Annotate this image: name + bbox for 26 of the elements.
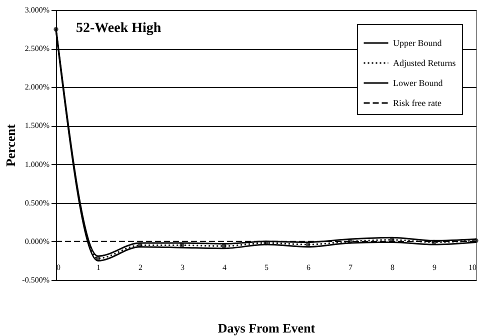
y-tick-label: 1.500% <box>24 121 50 130</box>
x-tick-label: 8 <box>390 262 394 272</box>
x-tick-label: 3 <box>180 262 184 272</box>
legend-label: Upper Bound <box>393 38 442 48</box>
x-tick-label: 9 <box>432 262 436 272</box>
y-tick-label: 2.000% <box>24 82 50 92</box>
legend-label: Adjusted Returns <box>393 58 456 68</box>
y-tick-label: 3.000% <box>24 6 50 14</box>
y-tick-label: 2.500% <box>24 44 50 54</box>
x-tick-label: 6 <box>306 262 310 272</box>
x-tick-label: 7 <box>348 262 352 272</box>
x-tick-label: 4 <box>222 262 226 272</box>
legend-label: Risk free rate <box>393 98 442 108</box>
y-tick-label: 0.500% <box>24 198 50 208</box>
x-tick-label: 10 <box>468 262 476 272</box>
x-tick-label: 2 <box>138 262 142 272</box>
x-axis-title: Days From Event <box>218 320 316 336</box>
x-tick-label: 0 <box>56 262 60 272</box>
annotation: 52-Week High <box>76 21 162 36</box>
y-tick-label: 1.000% <box>24 160 50 169</box>
x-tick-label: 5 <box>264 262 268 272</box>
legend-label: Lower Bound <box>393 78 444 88</box>
y-tick-label: 0.000% <box>24 236 50 246</box>
y-axis-title: Percent <box>3 124 18 167</box>
y-tick-label: -0.500% <box>22 276 50 284</box>
x-tick-label: 1 <box>96 262 100 272</box>
